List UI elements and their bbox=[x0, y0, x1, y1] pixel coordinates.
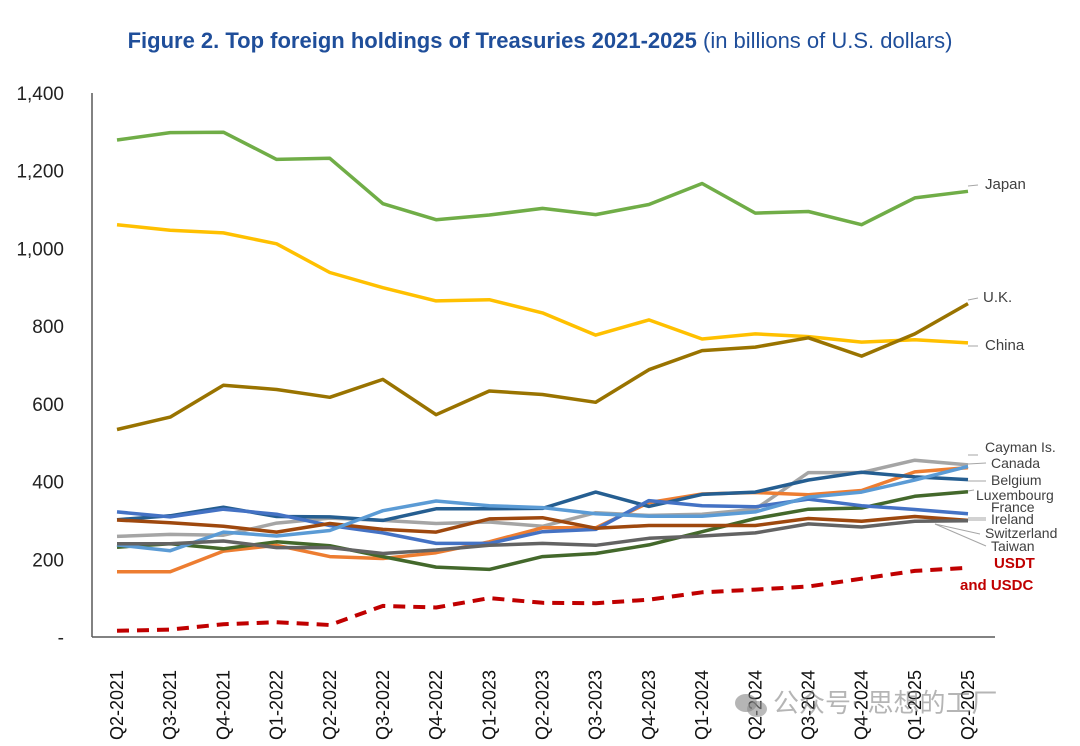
x-tick-label: Q1-2023 bbox=[479, 670, 499, 740]
series-label-belgium: Belgium bbox=[991, 472, 1042, 488]
leader-line bbox=[934, 523, 981, 535]
series-line-ireland bbox=[116, 514, 969, 534]
series-label-luxembourg: Luxembourg bbox=[976, 487, 1054, 503]
watermark-text: 公众号· 思想的工厂 bbox=[773, 689, 998, 719]
series-label-china: China bbox=[985, 337, 1025, 354]
series-label-japan: Japan bbox=[985, 176, 1026, 193]
x-tick-label: Q4-2021 bbox=[213, 670, 233, 740]
leader-line bbox=[967, 489, 975, 492]
wechat-icon bbox=[735, 692, 769, 718]
chart-title-main: Figure 2. Top foreign holdings of Treasu… bbox=[127, 28, 697, 53]
y-tick-label: 400 bbox=[32, 473, 64, 494]
x-tick-label: Q3-2021 bbox=[160, 670, 180, 740]
x-tick-label: Q1-2024 bbox=[692, 670, 712, 740]
leader-line bbox=[967, 462, 987, 465]
series-label-taiwan: Taiwan bbox=[991, 538, 1035, 554]
y-tick-label: - bbox=[58, 628, 64, 649]
series-label-ireland: Ireland bbox=[991, 511, 1034, 527]
x-tick-label: Q1-2025 bbox=[905, 670, 925, 740]
series-line-taiwan bbox=[117, 519, 969, 556]
x-tick-label: Q4-2023 bbox=[639, 670, 659, 740]
y-tick-label: 1,200 bbox=[16, 162, 64, 183]
series-label-usdt-usdc: and USDC bbox=[960, 577, 1034, 594]
series-line-usdt-and-usdc bbox=[116, 565, 969, 633]
x-tick-label: Q2-2025 bbox=[958, 670, 978, 740]
series-label-usdt-usdc: USDT bbox=[994, 555, 1035, 572]
series-line-china bbox=[116, 222, 969, 345]
series-label-switzerland: Switzerland bbox=[985, 525, 1057, 541]
y-tick-label: 1,400 bbox=[16, 84, 64, 105]
y-tick-label: 800 bbox=[32, 317, 64, 338]
series-label-u-k: U.K. bbox=[983, 289, 1012, 306]
series-label-canada: Canada bbox=[991, 455, 1040, 471]
x-tick-label: Q4-2022 bbox=[426, 670, 446, 740]
x-tick-label: Q2-2023 bbox=[533, 670, 553, 740]
x-tick-label: Q4-2024 bbox=[852, 670, 872, 740]
y-tick-label: 1,000 bbox=[16, 239, 64, 260]
series-label-france: France bbox=[991, 499, 1035, 515]
series-label-cayman-is: Cayman Is. bbox=[985, 439, 1056, 455]
x-tick-label: Q3-2023 bbox=[586, 670, 606, 740]
x-tick-label: Q2-2021 bbox=[107, 670, 127, 740]
series-group bbox=[116, 130, 969, 633]
chart-title: Figure 2. Top foreign holdings of Treasu… bbox=[0, 28, 1080, 54]
series-line-japan bbox=[116, 130, 969, 227]
x-tick-label: Q3-2022 bbox=[373, 670, 393, 740]
leader-line bbox=[967, 297, 979, 301]
series-line-switzerland bbox=[116, 464, 969, 553]
x-tick-label: Q3-2024 bbox=[798, 670, 818, 740]
x-tick-label: Q1-2022 bbox=[267, 670, 287, 740]
series-line-belgium bbox=[116, 470, 969, 523]
y-tick-label: 200 bbox=[32, 550, 64, 571]
series-line-france bbox=[116, 497, 969, 546]
series-line-canada bbox=[117, 465, 969, 574]
watermark: 公众号· 思想的工厂 bbox=[735, 683, 998, 720]
chart-title-units: (in billions of U.S. dollars) bbox=[696, 28, 953, 53]
axes: - 200 400 600 800 1,000 1,200 1,400 Q2-2021 Q3-20… bbox=[16, 84, 995, 740]
leader-line bbox=[967, 184, 979, 187]
series-labels: Japan U.K. China Cayman Is.CanadaBelgiumLux… bbox=[934, 176, 1057, 594]
series-line-u-k bbox=[116, 302, 969, 432]
y-tick-label: 600 bbox=[32, 395, 64, 416]
x-tick-label: Q2-2022 bbox=[320, 670, 340, 740]
leader-line bbox=[934, 523, 987, 547]
